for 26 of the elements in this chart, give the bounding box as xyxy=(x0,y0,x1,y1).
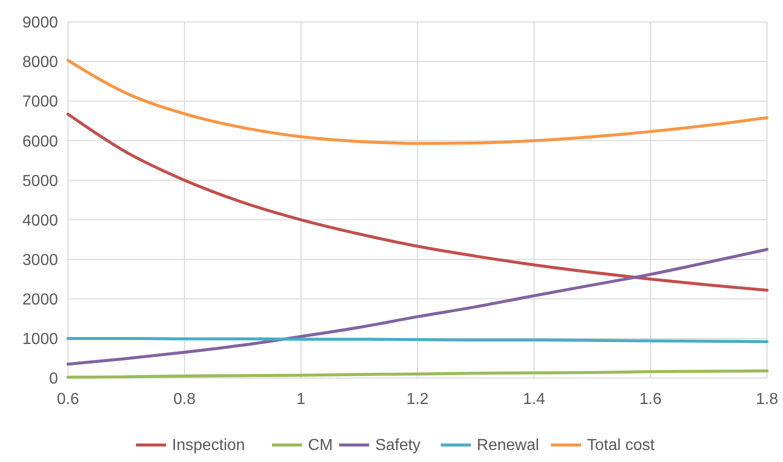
y-tick-label: 3000 xyxy=(22,252,58,269)
y-tick-label: 6000 xyxy=(22,133,58,150)
line-series xyxy=(66,248,768,366)
y-tick-label: 8000 xyxy=(22,54,58,72)
y-tick-label: 4000 xyxy=(22,212,58,230)
y-tick-label: 0 xyxy=(49,370,58,388)
legend-label: Renewal xyxy=(476,437,540,454)
x-tick-label: 1.4 xyxy=(522,391,546,408)
x-tick-label: 0.6 xyxy=(56,391,80,408)
line-series xyxy=(66,58,768,145)
y-tick-label: 7000 xyxy=(22,94,58,111)
y-tick-label: 5000 xyxy=(22,172,58,190)
x-tick-label: 1 xyxy=(296,391,306,408)
y-tick-label: 1000 xyxy=(22,331,58,348)
line-series xyxy=(66,112,768,292)
x-tick-label: 0.8 xyxy=(173,391,196,408)
legend-label: Safety xyxy=(375,437,421,454)
x-tick-label: 1.6 xyxy=(639,391,662,408)
legend-label: Total cost xyxy=(587,437,656,454)
line-series xyxy=(66,369,768,379)
y-tick-label: 9000 xyxy=(22,14,58,32)
y-tick-label: 2000 xyxy=(22,291,58,308)
legend-label: CM xyxy=(308,437,333,454)
x-tick-label: 1.8 xyxy=(756,391,778,408)
legend-label: Inspection xyxy=(172,437,245,454)
x-tick-label: 1.2 xyxy=(406,391,429,408)
